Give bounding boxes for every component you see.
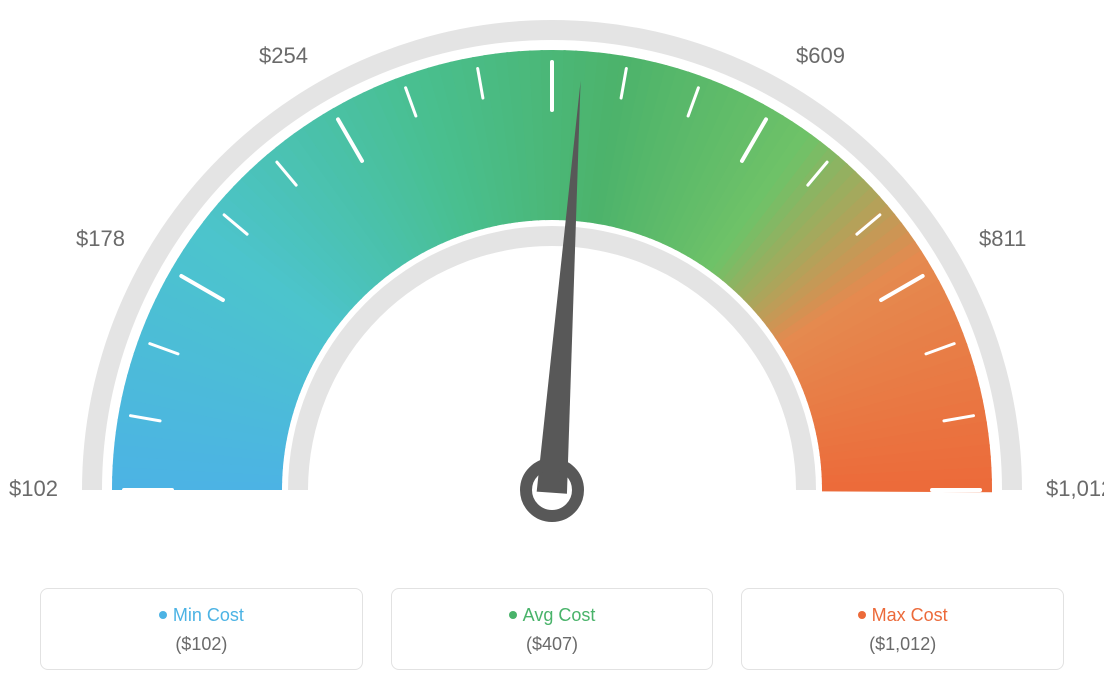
legend-min-label: Min Cost <box>173 605 244 625</box>
legend-max-label: Max Cost <box>872 605 948 625</box>
legend-avg: Avg Cost ($407) <box>391 588 714 670</box>
legend-min-title: Min Cost <box>41 605 362 626</box>
legend-min-value: ($102) <box>41 634 362 655</box>
legend-max-value: ($1,012) <box>742 634 1063 655</box>
svg-text:$178: $178 <box>76 226 125 251</box>
gauge: $102$178$254$407$609$811$1,012 <box>0 0 1104 570</box>
svg-text:$254: $254 <box>259 43 308 68</box>
legend-min: Min Cost ($102) <box>40 588 363 670</box>
cost-gauge-chart: $102$178$254$407$609$811$1,012 Min Cost … <box>0 0 1104 690</box>
svg-text:$609: $609 <box>796 43 845 68</box>
legend-max: Max Cost ($1,012) <box>741 588 1064 670</box>
legend-avg-label: Avg Cost <box>523 605 596 625</box>
legend-avg-value: ($407) <box>392 634 713 655</box>
dot-icon <box>858 611 866 619</box>
svg-text:$102: $102 <box>9 476 58 501</box>
dot-icon <box>509 611 517 619</box>
legend-row: Min Cost ($102) Avg Cost ($407) Max Cost… <box>40 588 1064 670</box>
svg-text:$811: $811 <box>979 226 1026 251</box>
svg-text:$1,012: $1,012 <box>1046 476 1104 501</box>
legend-avg-title: Avg Cost <box>392 605 713 626</box>
legend-max-title: Max Cost <box>742 605 1063 626</box>
dot-icon <box>159 611 167 619</box>
